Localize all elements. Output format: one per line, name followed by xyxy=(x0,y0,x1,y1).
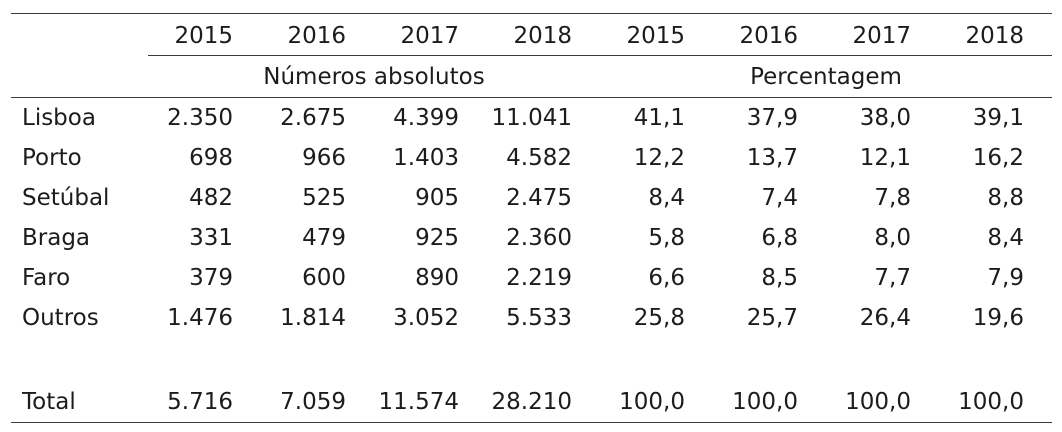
cell-value: 7.059 xyxy=(280,389,346,416)
cell-value: 6,8 xyxy=(761,224,798,251)
row-label: Braga xyxy=(22,224,91,251)
table-row-setubal: Setúbal 482 525 905 2.475 8,4 7,4 7,8 8,… xyxy=(11,178,1052,218)
cell-value: 5.533 xyxy=(506,304,572,331)
cell-value: 11.041 xyxy=(491,104,572,131)
table-row-lisboa: Lisboa 2.350 2.675 4.399 11.041 41,1 37,… xyxy=(11,98,1052,138)
cell-value: 3.052 xyxy=(393,304,459,331)
corner-cell xyxy=(11,55,148,98)
row-label: Lisboa xyxy=(22,104,96,131)
cell-value: 13,7 xyxy=(746,144,798,171)
cell-value: 482 xyxy=(189,184,233,211)
table-row-total: Total 5.716 7.059 11.574 28.210 100,0 10… xyxy=(11,383,1052,423)
cell-value: 1.814 xyxy=(280,304,346,331)
cell-value: 6,6 xyxy=(648,264,685,291)
cell-value: 41,1 xyxy=(633,104,685,131)
spacer-cell xyxy=(11,338,1052,383)
year-header: 2017 xyxy=(374,13,487,56)
table-row-faro: Faro 379 600 890 2.219 6,6 8,5 7,7 7,9 xyxy=(11,258,1052,298)
cell-value: 100,0 xyxy=(845,389,911,416)
cell-value: 16,2 xyxy=(972,144,1024,171)
year-header-row: 2015 2016 2017 2018 2015 2016 2017 2018 xyxy=(11,13,1052,56)
row-label: Total xyxy=(22,389,76,416)
cell-value: 2.360 xyxy=(506,224,572,251)
year-header: 2016 xyxy=(261,13,374,56)
statistics-table: 2015 2016 2017 2018 2015 2016 2017 2018 … xyxy=(11,13,1052,423)
cell-value: 4.582 xyxy=(506,144,572,171)
table-row-braga: Braga 331 479 925 2.360 5,8 6,8 8,0 8,4 xyxy=(11,218,1052,258)
group-header-absolute: Números absolutos xyxy=(148,55,600,98)
cell-value: 600 xyxy=(302,264,346,291)
cell-value: 2.475 xyxy=(506,184,572,211)
year-header: 2016 xyxy=(713,13,826,56)
cell-value: 1.476 xyxy=(167,304,233,331)
cell-value: 28.210 xyxy=(491,389,572,416)
cell-value: 7,4 xyxy=(761,184,798,211)
cell-value: 925 xyxy=(415,224,459,251)
cell-value: 2.350 xyxy=(167,104,233,131)
cell-value: 525 xyxy=(302,184,346,211)
row-label: Outros xyxy=(22,304,99,331)
cell-value: 25,8 xyxy=(633,304,685,331)
cell-value: 7,9 xyxy=(987,264,1024,291)
cell-value: 4.399 xyxy=(393,104,459,131)
table-row-porto: Porto 698 966 1.403 4.582 12,2 13,7 12,1… xyxy=(11,138,1052,178)
year-header: 2015 xyxy=(148,13,261,56)
cell-value: 25,7 xyxy=(746,304,798,331)
cell-value: 2.219 xyxy=(506,264,572,291)
row-label: Setúbal xyxy=(22,184,110,211)
cell-value: 331 xyxy=(189,224,233,251)
row-label: Porto xyxy=(22,144,82,171)
cell-value: 890 xyxy=(415,264,459,291)
cell-value: 100,0 xyxy=(619,389,685,416)
cell-value: 966 xyxy=(302,144,346,171)
table-row-outros: Outros 1.476 1.814 3.052 5.533 25,8 25,7… xyxy=(11,298,1052,338)
cell-value: 5,8 xyxy=(648,224,685,251)
cell-value: 26,4 xyxy=(859,304,911,331)
cell-value: 19,6 xyxy=(972,304,1024,331)
row-label: Faro xyxy=(22,264,71,291)
cell-value: 698 xyxy=(189,144,233,171)
year-header: 2018 xyxy=(487,13,600,56)
group-header-percentage: Percentagem xyxy=(600,55,1052,98)
cell-value: 39,1 xyxy=(972,104,1024,131)
year-header: 2015 xyxy=(600,13,713,56)
spacer-row xyxy=(11,338,1052,383)
corner-cell xyxy=(11,14,148,56)
cell-value: 100,0 xyxy=(732,389,798,416)
cell-value: 8,0 xyxy=(874,224,911,251)
cell-value: 37,9 xyxy=(746,104,798,131)
statistics-table-container: 2015 2016 2017 2018 2015 2016 2017 2018 … xyxy=(11,13,1052,423)
cell-value: 12,2 xyxy=(633,144,685,171)
cell-value: 2.675 xyxy=(280,104,346,131)
cell-value: 12,1 xyxy=(859,144,911,171)
cell-value: 1.403 xyxy=(393,144,459,171)
year-header: 2017 xyxy=(826,13,939,56)
cell-value: 8,4 xyxy=(648,184,685,211)
cell-value: 8,5 xyxy=(761,264,798,291)
cell-value: 5.716 xyxy=(167,389,233,416)
group-header-row: Números absolutos Percentagem xyxy=(11,55,1052,98)
cell-value: 379 xyxy=(189,264,233,291)
cell-value: 11.574 xyxy=(378,389,459,416)
cell-value: 7,7 xyxy=(874,264,911,291)
cell-value: 479 xyxy=(302,224,346,251)
cell-value: 100,0 xyxy=(958,389,1024,416)
cell-value: 7,8 xyxy=(874,184,911,211)
cell-value: 8,4 xyxy=(987,224,1024,251)
cell-value: 8,8 xyxy=(987,184,1024,211)
cell-value: 38,0 xyxy=(859,104,911,131)
year-header: 2018 xyxy=(939,13,1052,56)
cell-value: 905 xyxy=(415,184,459,211)
